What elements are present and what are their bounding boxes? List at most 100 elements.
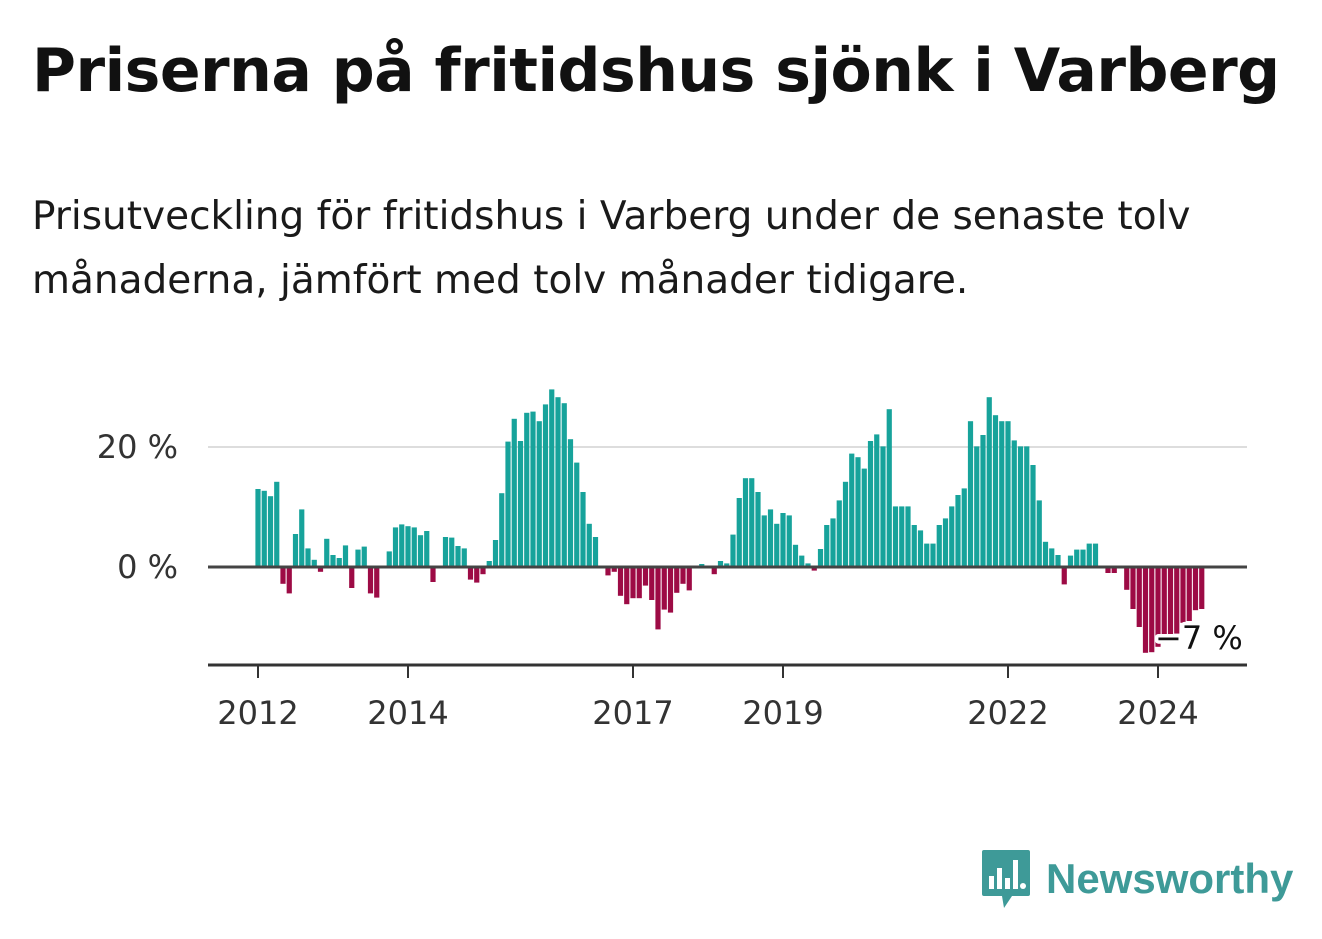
bar	[336, 558, 342, 567]
bar	[411, 527, 417, 567]
bar	[374, 567, 380, 598]
bar	[949, 506, 955, 567]
bar	[342, 545, 349, 567]
x-tick-label: 2019	[742, 694, 823, 732]
bar	[267, 496, 274, 567]
bar	[1080, 549, 1086, 567]
bar	[749, 478, 755, 567]
bar	[830, 518, 836, 567]
bar	[299, 509, 305, 567]
bar	[461, 548, 467, 567]
y-tick-label: 0 %	[117, 548, 178, 586]
bar	[1111, 567, 1117, 573]
bar	[1074, 549, 1080, 567]
bar	[1186, 567, 1192, 621]
bar	[1061, 567, 1067, 585]
bar	[392, 527, 399, 567]
bar	[1155, 567, 1161, 647]
bar	[542, 404, 549, 567]
bar	[792, 544, 799, 567]
bar	[880, 446, 886, 567]
newsworthy-logo-icon	[982, 850, 1030, 908]
bar	[1005, 421, 1011, 567]
bar	[442, 537, 449, 567]
y-tick-label: 20 %	[97, 428, 178, 466]
x-tick-label: 2012	[217, 694, 298, 732]
bar	[767, 509, 774, 567]
bar	[292, 534, 299, 567]
bar	[761, 515, 767, 567]
bar	[1142, 567, 1149, 653]
bar	[1055, 555, 1061, 567]
bar	[1092, 543, 1099, 567]
bar	[774, 523, 780, 567]
bar	[824, 525, 830, 567]
chart-title: Priserna på fritidshus sjönk i Varberg	[32, 36, 1280, 106]
bar	[686, 567, 692, 591]
brand-logo: Newsworthy	[980, 848, 1293, 910]
bar	[1161, 567, 1167, 641]
bar	[867, 441, 874, 567]
axes: 20 %0 %2012 2014 2017 2019 2022 2024−7 %−7 %	[97, 428, 1247, 732]
bar	[967, 421, 974, 567]
bar	[799, 555, 805, 567]
bar	[805, 563, 811, 567]
bar	[586, 523, 592, 567]
bar	[1180, 567, 1186, 623]
bar	[917, 530, 924, 567]
bar	[992, 415, 999, 567]
end-value-label-halo: −7 %	[1155, 619, 1243, 657]
bar	[330, 555, 336, 567]
bar	[717, 561, 724, 567]
bar	[286, 567, 292, 594]
bar	[305, 548, 311, 567]
bar	[1199, 567, 1205, 609]
bar	[530, 411, 536, 567]
bar	[367, 567, 374, 594]
bar	[617, 567, 624, 596]
bar	[849, 453, 855, 567]
bar	[449, 537, 455, 567]
bar	[505, 441, 511, 567]
bar	[986, 397, 992, 567]
brand-name: Newsworthy	[1046, 855, 1294, 902]
bar	[1042, 541, 1049, 567]
x-tick-label: 2014	[367, 694, 448, 732]
bar	[349, 567, 355, 588]
bar	[974, 446, 980, 567]
x-tick-label: 2024	[1117, 694, 1198, 732]
bar	[817, 549, 824, 567]
bar	[1011, 440, 1017, 567]
bar	[930, 543, 936, 567]
bar	[855, 457, 861, 567]
bar	[955, 495, 961, 567]
bar	[649, 567, 655, 600]
x-tick-label: 2022	[967, 694, 1048, 732]
bar	[674, 567, 680, 593]
bar	[524, 412, 530, 567]
bars	[255, 389, 1205, 653]
bar	[1167, 567, 1174, 635]
chart-subtitle: Prisutveckling för fritidshus i Varberg …	[32, 194, 1191, 303]
bar	[474, 567, 480, 583]
bar	[324, 538, 330, 567]
bar	[724, 563, 730, 567]
bar	[517, 441, 524, 567]
bar	[561, 403, 567, 567]
bar	[786, 515, 792, 567]
bar	[680, 567, 686, 584]
bar	[274, 481, 280, 567]
x-tick-label: 2017	[592, 694, 673, 732]
bar	[736, 498, 742, 567]
bar	[711, 567, 717, 575]
bar	[886, 409, 892, 567]
bar	[730, 534, 736, 567]
bar	[255, 489, 261, 567]
bar	[1086, 543, 1092, 567]
bar	[636, 567, 642, 599]
bar	[574, 462, 580, 567]
bar	[1049, 548, 1055, 567]
bar	[492, 540, 499, 567]
bar	[355, 549, 361, 567]
